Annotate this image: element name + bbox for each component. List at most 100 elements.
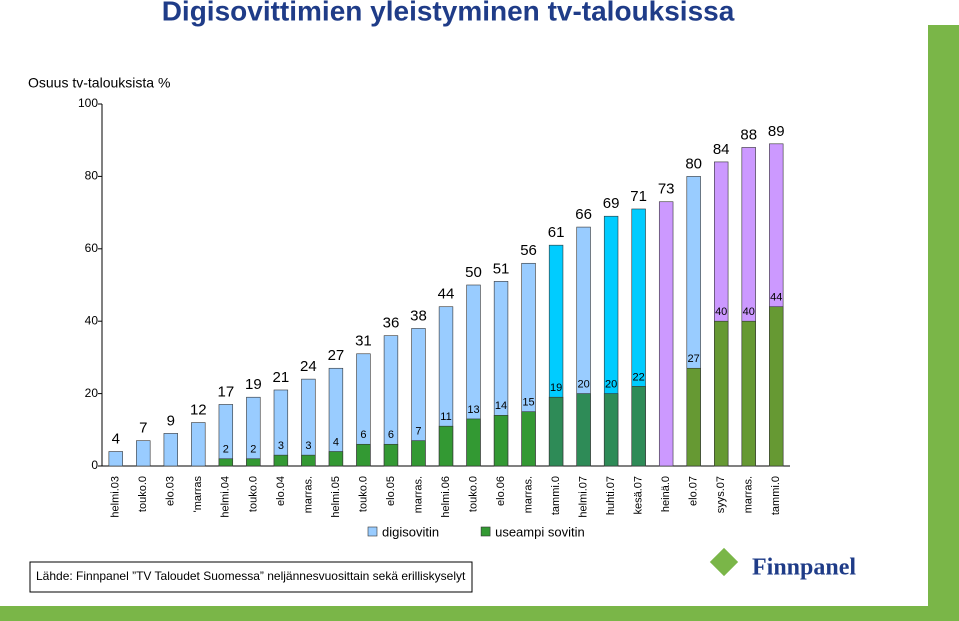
value-label: 71 <box>630 188 647 205</box>
value-label: 7 <box>139 420 147 437</box>
legend-swatch <box>367 526 378 537</box>
x-tick-label: elo.04 <box>275 476 287 506</box>
bar <box>273 454 289 467</box>
y-tick-label: 20 <box>85 386 99 400</box>
value-label: 24 <box>300 358 317 375</box>
value-label: 61 <box>548 224 565 241</box>
bar <box>383 443 399 467</box>
side-stripe <box>928 25 959 621</box>
x-tick-label: touko.0 <box>247 476 259 512</box>
x-tick-label: helmi.06 <box>440 476 452 518</box>
x-tick-label: helmi.07 <box>578 476 590 518</box>
bar <box>246 396 261 467</box>
value-label: 69 <box>603 195 620 212</box>
value-label: 66 <box>575 206 592 223</box>
bar <box>218 404 234 467</box>
value-label: 12 <box>190 402 207 419</box>
bottom-stripe <box>0 606 928 621</box>
bar <box>438 425 454 467</box>
logo-text: Finnpanel <box>752 555 856 581</box>
x-tick-label: 'marras <box>192 476 204 513</box>
bar <box>136 440 151 467</box>
y-tick-label: 80 <box>85 169 99 183</box>
value-label: 89 <box>768 123 785 140</box>
y-tick-label: 0 <box>91 458 98 472</box>
bar <box>769 306 784 467</box>
value-label-secondary: 2 <box>250 444 256 456</box>
value-label-secondary: 11 <box>440 411 451 423</box>
bar <box>301 378 316 467</box>
legend-swatch <box>480 526 491 537</box>
bar <box>163 433 178 467</box>
value-label-secondary: 2 <box>223 444 229 456</box>
bar <box>603 393 619 467</box>
x-tick-label: marras. <box>522 476 534 513</box>
y-tick-label: 40 <box>85 313 99 327</box>
value-label: 84 <box>713 141 730 158</box>
value-label: 4 <box>112 430 120 447</box>
value-label: 36 <box>383 315 400 332</box>
x-tick-label: helmi.05 <box>330 476 342 518</box>
bar <box>466 418 481 467</box>
bar <box>521 411 536 467</box>
source-box <box>29 561 473 593</box>
legend-label: useampi sovitin <box>495 524 585 539</box>
value-label: 27 <box>328 347 345 364</box>
logo: Finnpanel <box>709 547 856 581</box>
value-label-secondary: 3 <box>278 440 284 452</box>
value-label-secondary: 27 <box>688 353 700 365</box>
bar <box>328 451 344 467</box>
bar <box>576 393 591 467</box>
bar <box>108 451 123 467</box>
x-tick-label: marras. <box>743 476 755 513</box>
value-label: 80 <box>685 155 702 172</box>
x-tick-label: elo.06 <box>495 476 507 506</box>
value-label-secondary: 3 <box>305 440 311 452</box>
value-label: 50 <box>465 264 482 281</box>
x-tick-label: touko.0 <box>467 476 479 512</box>
bar <box>631 386 646 467</box>
bar <box>686 367 701 467</box>
value-label-secondary: 19 <box>550 382 562 394</box>
value-label-secondary: 44 <box>770 292 782 304</box>
value-label: 9 <box>167 412 175 429</box>
bar <box>741 320 756 467</box>
value-label-secondary: 13 <box>467 404 479 416</box>
value-label: 21 <box>273 369 290 386</box>
x-tick-label: tammi.0 <box>770 476 782 515</box>
bar <box>356 443 371 467</box>
x-tick-label: marras. <box>302 476 314 513</box>
bar <box>548 396 564 467</box>
x-tick-label: touko.0 <box>137 476 149 512</box>
bar <box>411 440 426 467</box>
bar <box>273 389 289 467</box>
value-label-secondary: 20 <box>577 379 589 391</box>
legend-label: digisovitin <box>382 524 439 539</box>
value-label-secondary: 7 <box>415 426 421 438</box>
value-label: 17 <box>217 383 234 400</box>
y-axis-label: Osuus tv-talouksista % <box>28 75 170 91</box>
x-tick-label: syys.07 <box>715 476 727 513</box>
bar <box>714 320 729 467</box>
chart-title: Digisovittimien yleistyminen tv-talouksi… <box>162 0 735 26</box>
bar <box>191 422 206 467</box>
value-label-secondary: 40 <box>715 306 727 318</box>
x-tick-label: huhti.07 <box>605 476 617 515</box>
x-tick-label: touko.0 <box>357 476 369 512</box>
source: Lähde: Finnpanel ”TV Taloudet Suomessa” … <box>36 569 466 583</box>
x-tick-label: marras. <box>412 476 424 513</box>
x-tick-label: elo.07 <box>688 476 700 506</box>
bar <box>246 458 261 467</box>
bar <box>218 458 234 467</box>
value-label-secondary: 6 <box>360 429 366 441</box>
value-label-secondary: 14 <box>495 400 507 412</box>
x-tick-label: tammi.0 <box>550 476 562 515</box>
x-tick-label: helmi.03 <box>110 476 122 518</box>
x-tick-label: elo.05 <box>385 476 397 506</box>
y-tick-label: 60 <box>85 241 99 255</box>
x-tick-label: kesä.07 <box>633 476 645 515</box>
y-tick-label: 100 <box>78 96 98 110</box>
x-tick-label: elo.03 <box>165 476 177 506</box>
value-label: 56 <box>520 242 537 259</box>
